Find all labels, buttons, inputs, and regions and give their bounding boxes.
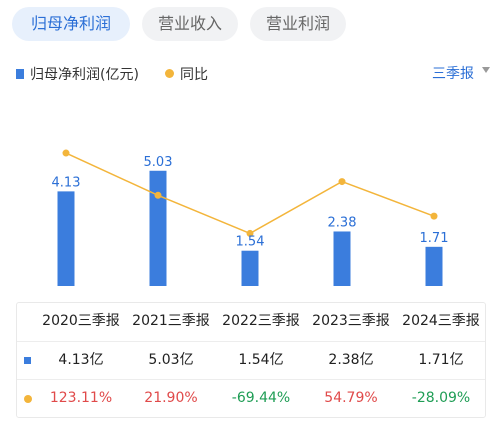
table-cell: 1.71亿 [418,352,464,368]
table-header-cell: 2023三季报 [312,313,390,329]
profit-chart: 4.13 5.03 1.54 2.38 1.71 [52,149,449,286]
table-header-cell: 2020三季报 [42,313,120,329]
legend-line-swatch [165,69,174,78]
bar [149,170,167,286]
legend-line-label: 同比 [180,67,208,83]
yoy-line [65,152,435,235]
table-cell: -69.44% [231,390,291,406]
table-cell: 21.90% [144,390,198,406]
chevron-down-icon[interactable] [482,67,490,73]
table-cell: 123.11% [49,390,113,406]
table-header-cell: 2024三季报 [402,313,480,329]
tab-net-profit[interactable]: 归母净利润 [12,7,130,41]
legend-bar-swatch [16,69,24,79]
table-header-cell: 2022三季报 [222,313,300,329]
data-label: 5.03 [144,155,173,170]
legend-bar-label: 归母净利润(亿元) [30,67,139,83]
data-table: 2020三季报 2021三季报 2022三季报 2023三季报 2024三季报 … [16,302,486,418]
line-point [430,212,438,220]
line-point [246,229,254,237]
table-cell: 54.79% [324,390,378,406]
line-point [62,149,70,157]
tab-operating-profit[interactable]: 营业利润 [250,7,346,41]
tab-revenue[interactable]: 营业收入 [142,7,238,41]
table-row-yoy: 123.11% 21.90% -69.44% 54.79% -28.09% [17,379,485,417]
table-cell: 1.54亿 [238,352,284,368]
bar-series-icon [24,357,31,364]
table-cell: -28.09% [411,390,471,406]
period-selector[interactable]: 三季报 [432,66,474,82]
data-label: 4.13 [52,175,81,190]
line-point [154,191,162,199]
table-header-row: 2020三季报 2021三季报 2022三季报 2023三季报 2024三季报 [17,303,485,340]
bar [425,246,443,286]
table-cell: 2.38亿 [328,352,374,368]
data-label: 1.54 [236,235,265,250]
bar [241,250,259,286]
line-series-icon [24,395,32,403]
data-label: 2.38 [328,215,357,230]
table-header-cell: 2021三季报 [132,313,210,329]
line-point [338,178,346,186]
table-row-profit: 4.13亿 5.03亿 1.54亿 2.38亿 1.71亿 [17,341,485,379]
table-cell: 4.13亿 [58,352,104,368]
bar [333,231,351,286]
data-label: 1.71 [420,231,449,246]
table-cell: 5.03亿 [148,352,194,368]
bar [57,191,75,286]
